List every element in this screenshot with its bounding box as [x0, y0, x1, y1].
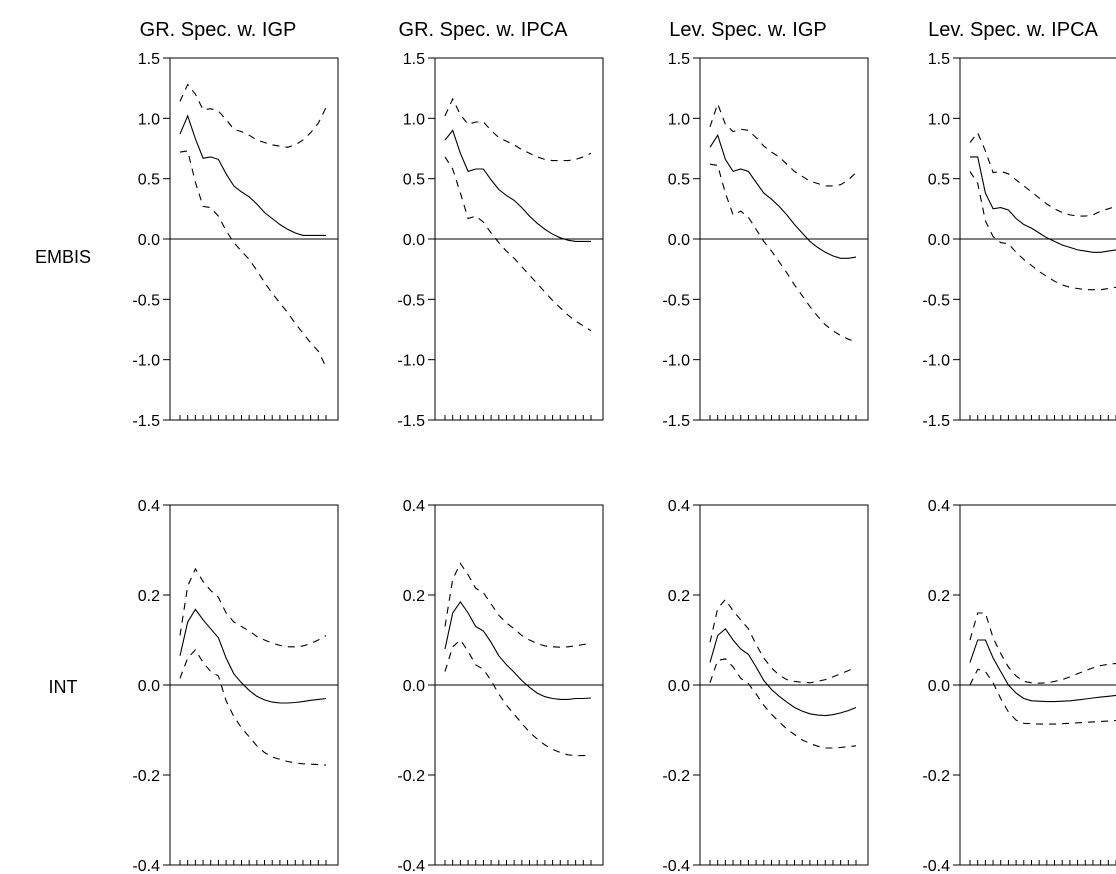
y-tick-label: -0.2 [397, 768, 425, 785]
y-tick-label: 0.0 [403, 232, 425, 249]
y-tick-label: -0.4 [922, 858, 950, 874]
y-tick-label: -0.5 [132, 292, 160, 309]
y-tick-label: 1.0 [668, 111, 690, 128]
y-tick-label: -0.4 [132, 858, 160, 874]
panel-title: Lev. Spec. w. IPCA [928, 19, 1098, 41]
response-line [709, 133, 857, 259]
response-line [444, 600, 592, 700]
y-tick-label: 0.0 [138, 232, 160, 249]
y-tick-label: 1.0 [928, 111, 950, 128]
y-tick-label: 1.0 [403, 111, 425, 128]
upper-band-line [709, 598, 857, 684]
upper-band-line [444, 562, 592, 648]
lower-band-line [709, 163, 857, 343]
lower-band-line [709, 658, 857, 749]
y-tick-label: -1.0 [662, 353, 690, 370]
y-tick-label: 1.5 [138, 51, 160, 68]
panel-titles: GR. Spec. w. IGP GR. Spec. w. IPCA Lev. … [140, 19, 1099, 41]
y-tick-label: -0.5 [662, 292, 690, 309]
response-line [444, 129, 591, 242]
lower-band-line [179, 649, 327, 766]
y-tick-label: -0.2 [132, 768, 160, 785]
y-tick-label: 0.2 [928, 588, 950, 605]
y-tick-label: -0.4 [397, 858, 425, 874]
response-line [709, 627, 857, 717]
y-tick-label: 0.5 [403, 172, 425, 189]
y-tick-label: 0.0 [668, 232, 690, 249]
y-tick-label: 0.2 [668, 588, 690, 605]
y-tick-label: -0.5 [397, 292, 425, 309]
y-tick-label: -1.5 [922, 413, 950, 430]
y-tick-label: -0.2 [922, 768, 950, 785]
row-label: INT [49, 677, 78, 697]
y-tick-label: 0.0 [928, 232, 950, 249]
panel-title: Lev. Spec. w. IGP [669, 19, 826, 41]
y-tick-label: -1.0 [132, 353, 160, 370]
chart-panel: -0.4 -0.2 0.0 0.2 0.4 [397, 498, 604, 874]
y-tick-label: 0.2 [403, 588, 425, 605]
response-line [179, 608, 327, 704]
y-tick-label: 1.5 [403, 51, 425, 68]
lower-band-line [969, 171, 1116, 291]
y-tick-label: 0.4 [403, 498, 425, 515]
y-tick-label: 0.5 [668, 172, 690, 189]
response-line [970, 156, 1116, 253]
y-tick-label: 0.4 [928, 498, 950, 515]
upper-band-line [969, 131, 1116, 217]
upper-band-line [969, 612, 1116, 684]
y-tick-label: -0.4 [662, 858, 690, 874]
y-tick-label: -1.5 [662, 413, 690, 430]
upper-band-line [179, 567, 327, 648]
y-tick-label: 1.5 [668, 51, 690, 68]
chart-panel: -0.4 -0.2 0.0 0.2 0.4 [662, 498, 869, 874]
y-tick-label: 1.5 [928, 51, 950, 68]
y-tick-label: -1.5 [397, 413, 425, 430]
row-labels: EMBIS INT [35, 247, 91, 697]
y-tick-label: -0.2 [662, 768, 690, 785]
chart-panel: -1.5 -1.0 -0.5 0.0 0.5 1.0 1.5 [922, 51, 1116, 430]
response-line [179, 114, 326, 236]
y-tick-label: -1.0 [397, 353, 425, 370]
y-tick-label: 0.5 [928, 172, 950, 189]
y-tick-label: -0.5 [922, 292, 950, 309]
y-tick-label: 0.5 [138, 172, 160, 189]
y-tick-label: -1.0 [922, 353, 950, 370]
chart-panel: -1.5 -1.0 -0.5 0.0 0.5 1.0 1.5 [132, 51, 339, 430]
y-tick-label: 0.0 [668, 678, 690, 695]
chart-panel: -0.4 -0.2 0.0 0.2 0.4 [132, 498, 339, 874]
chart-panel: -0.4 -0.2 0.0 0.2 0.4 [922, 498, 1116, 874]
y-tick-label: 0.2 [138, 588, 160, 605]
response-line [969, 639, 1116, 703]
y-tick-label: 0.4 [668, 498, 690, 515]
y-tick-label: 0.4 [138, 498, 160, 515]
row-label: EMBIS [35, 247, 91, 267]
y-tick-label: 0.0 [928, 678, 950, 695]
lower-band-line [444, 156, 592, 332]
y-tick-label: 0.0 [403, 678, 425, 695]
panel-title: GR. Spec. w. IPCA [399, 19, 569, 41]
panel-title: GR. Spec. w. IGP [140, 19, 297, 41]
upper-band-line [444, 97, 592, 162]
y-tick-label: 0.0 [138, 678, 160, 695]
lower-band-line [179, 150, 327, 368]
upper-band-line [709, 102, 857, 187]
panels: -1.5 -1.0 -0.5 0.0 0.5 1.0 1.5 -1.5 -1.0 -0.5 0.0 0… [132, 51, 1116, 874]
chart-panel: -1.5 -1.0 -0.5 0.0 0.5 1.0 1.5 [397, 51, 604, 430]
y-tick-label: -1.5 [132, 413, 160, 430]
y-tick-label: 1.0 [138, 111, 160, 128]
lower-band-line [969, 668, 1116, 725]
upper-band-line [179, 83, 327, 148]
chart-panel: -1.5 -1.0 -0.5 0.0 0.5 1.0 1.5 [662, 51, 869, 430]
lower-band-line [444, 639, 592, 757]
